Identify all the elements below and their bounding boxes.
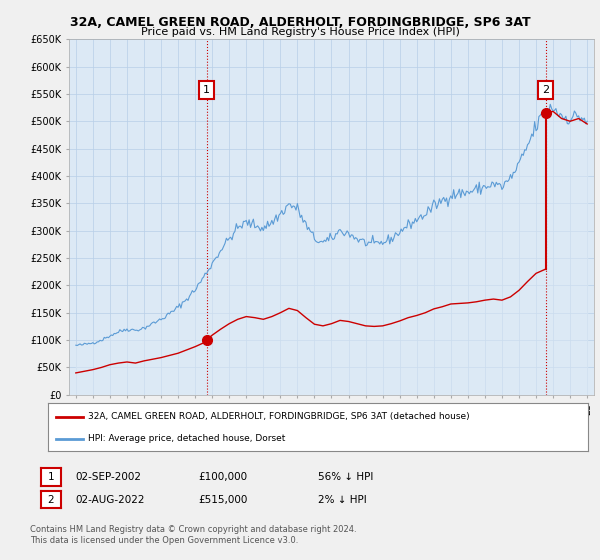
Text: 2: 2 xyxy=(542,85,550,95)
Text: £100,000: £100,000 xyxy=(198,472,247,482)
Text: 1: 1 xyxy=(203,85,210,95)
Text: 32A, CAMEL GREEN ROAD, ALDERHOLT, FORDINGBRIDGE, SP6 3AT (detached house): 32A, CAMEL GREEN ROAD, ALDERHOLT, FORDIN… xyxy=(89,412,470,421)
Text: Contains HM Land Registry data © Crown copyright and database right 2024.
This d: Contains HM Land Registry data © Crown c… xyxy=(30,525,356,545)
Text: 02-AUG-2022: 02-AUG-2022 xyxy=(75,494,145,505)
Text: HPI: Average price, detached house, Dorset: HPI: Average price, detached house, Dors… xyxy=(89,435,286,444)
Text: £515,000: £515,000 xyxy=(198,494,247,505)
Text: 2% ↓ HPI: 2% ↓ HPI xyxy=(318,494,367,505)
Text: 02-SEP-2002: 02-SEP-2002 xyxy=(75,472,141,482)
Text: 32A, CAMEL GREEN ROAD, ALDERHOLT, FORDINGBRIDGE, SP6 3AT: 32A, CAMEL GREEN ROAD, ALDERHOLT, FORDIN… xyxy=(70,16,530,29)
Text: 2: 2 xyxy=(47,494,55,505)
Text: Price paid vs. HM Land Registry's House Price Index (HPI): Price paid vs. HM Land Registry's House … xyxy=(140,27,460,37)
Text: 1: 1 xyxy=(47,472,55,482)
Text: 56% ↓ HPI: 56% ↓ HPI xyxy=(318,472,373,482)
